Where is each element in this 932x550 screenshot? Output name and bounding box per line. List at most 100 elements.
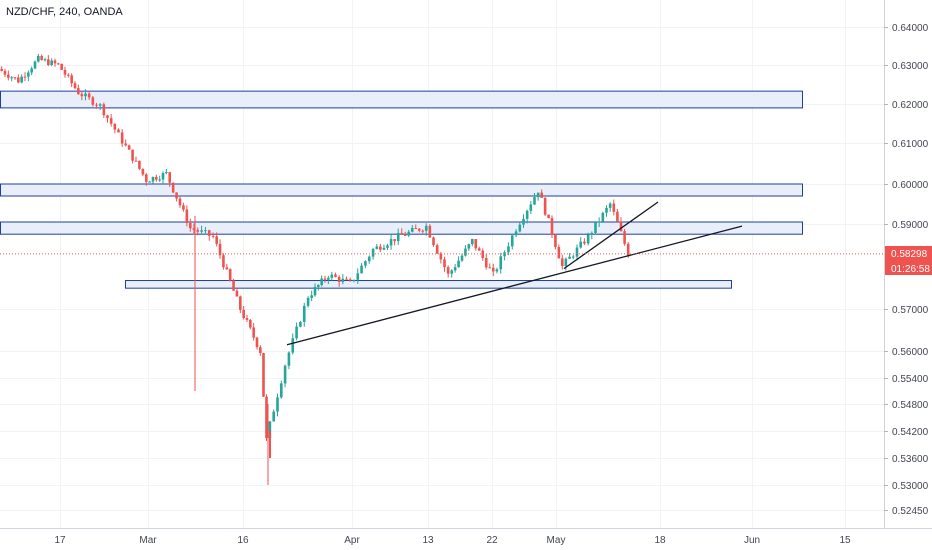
candle-body <box>341 278 345 282</box>
candle-body <box>356 273 360 280</box>
candle-body <box>345 278 348 280</box>
candle-body <box>536 192 540 198</box>
candle-body <box>117 129 120 133</box>
candle-body <box>477 248 481 251</box>
candle-body <box>182 205 185 210</box>
trendline[interactable] <box>286 225 743 346</box>
candle-body <box>379 246 382 250</box>
time-axis-label: 22 <box>486 535 498 546</box>
candle-body <box>67 74 70 76</box>
candle-body <box>265 396 268 439</box>
candle-body <box>612 203 616 212</box>
candle-body <box>87 93 91 98</box>
candle-body <box>0 68 3 71</box>
candle-body <box>428 225 432 238</box>
candle-body <box>60 63 63 70</box>
candle-body <box>484 258 488 268</box>
candle-body <box>432 237 435 246</box>
candle-body <box>443 259 446 268</box>
price-axis-label: 0.59000 <box>892 220 929 231</box>
candle-body <box>165 172 168 174</box>
time-axis[interactable]: 17 Mar 16 Apr 13 22 May 18 Jun 15 <box>54 535 851 546</box>
candle-body <box>619 221 623 232</box>
candle-body <box>302 305 306 322</box>
candle-body <box>491 267 495 272</box>
candle-body <box>155 176 158 180</box>
price-zone <box>0 183 803 197</box>
candle-body <box>225 267 229 270</box>
candle-body <box>337 276 341 282</box>
chart-grid <box>0 0 884 528</box>
candle-body <box>323 278 327 280</box>
candle-body <box>568 256 571 259</box>
candle-body <box>91 97 95 105</box>
candle-body <box>120 132 124 144</box>
candle-body <box>27 72 30 77</box>
candle-body <box>457 260 460 268</box>
candle-body <box>467 244 471 249</box>
candle-body <box>330 274 334 278</box>
candle-body <box>291 338 295 353</box>
candle-body <box>393 239 396 242</box>
candle-body <box>364 261 367 266</box>
candle-body <box>352 279 356 281</box>
candle-body <box>218 243 222 256</box>
candle-body <box>148 181 151 183</box>
candle-body <box>474 239 478 249</box>
candle-body <box>280 383 283 398</box>
time-axis-label: 15 <box>839 535 851 546</box>
candle-body <box>514 231 518 236</box>
countdown-tag <box>885 261 932 275</box>
candle-body <box>215 236 218 244</box>
price-axis-label: 0.54200 <box>892 427 929 438</box>
candle-body <box>597 221 601 223</box>
candle-body <box>249 319 252 328</box>
price-axis[interactable]: 0.64000 0.63000 0.62000 0.61000 0.60000 0.590… <box>884 23 929 517</box>
candle-body <box>228 269 232 281</box>
candle-body <box>579 241 583 248</box>
candle-body <box>550 218 554 235</box>
candle-body <box>144 174 148 182</box>
candle-body <box>262 353 265 397</box>
candle-body <box>20 76 23 83</box>
candle-body <box>623 231 626 244</box>
candle-body <box>371 248 375 257</box>
candle-body <box>57 63 60 65</box>
trendline[interactable] <box>563 201 659 270</box>
candle-body <box>95 104 98 106</box>
candle-body <box>450 270 454 274</box>
candle-body <box>80 94 84 97</box>
candle-body <box>109 118 113 124</box>
candle-body <box>245 318 249 320</box>
candle-body <box>386 245 389 248</box>
candle-body <box>276 397 279 412</box>
support-resistance-zones <box>0 90 803 289</box>
candle-body <box>557 246 561 259</box>
candle-body <box>7 74 10 78</box>
candle-body <box>400 232 404 235</box>
candle-body <box>310 295 313 298</box>
candle-body <box>63 69 67 75</box>
price-axis-label: 0.54800 <box>892 400 929 411</box>
candle-body <box>616 211 619 222</box>
candle-body <box>533 197 536 205</box>
candle-body <box>178 198 182 206</box>
candle-body <box>360 265 363 274</box>
price-axis-label: 0.56000 <box>892 347 929 358</box>
candle-body <box>564 258 568 267</box>
candle-body <box>495 269 499 272</box>
candle-body <box>102 104 106 116</box>
candle-body <box>70 75 73 84</box>
candle-body <box>543 197 547 215</box>
candle-body <box>334 274 337 277</box>
candle-body <box>113 123 117 130</box>
price-axis-label: 0.64000 <box>892 23 929 34</box>
candle-body <box>3 70 7 75</box>
candle-body <box>10 77 13 79</box>
candle-body <box>192 228 196 230</box>
candle-body <box>98 104 102 106</box>
price-axis-label: 0.63000 <box>892 61 929 72</box>
candle-body <box>211 235 215 237</box>
time-axis-label: 16 <box>237 535 249 546</box>
